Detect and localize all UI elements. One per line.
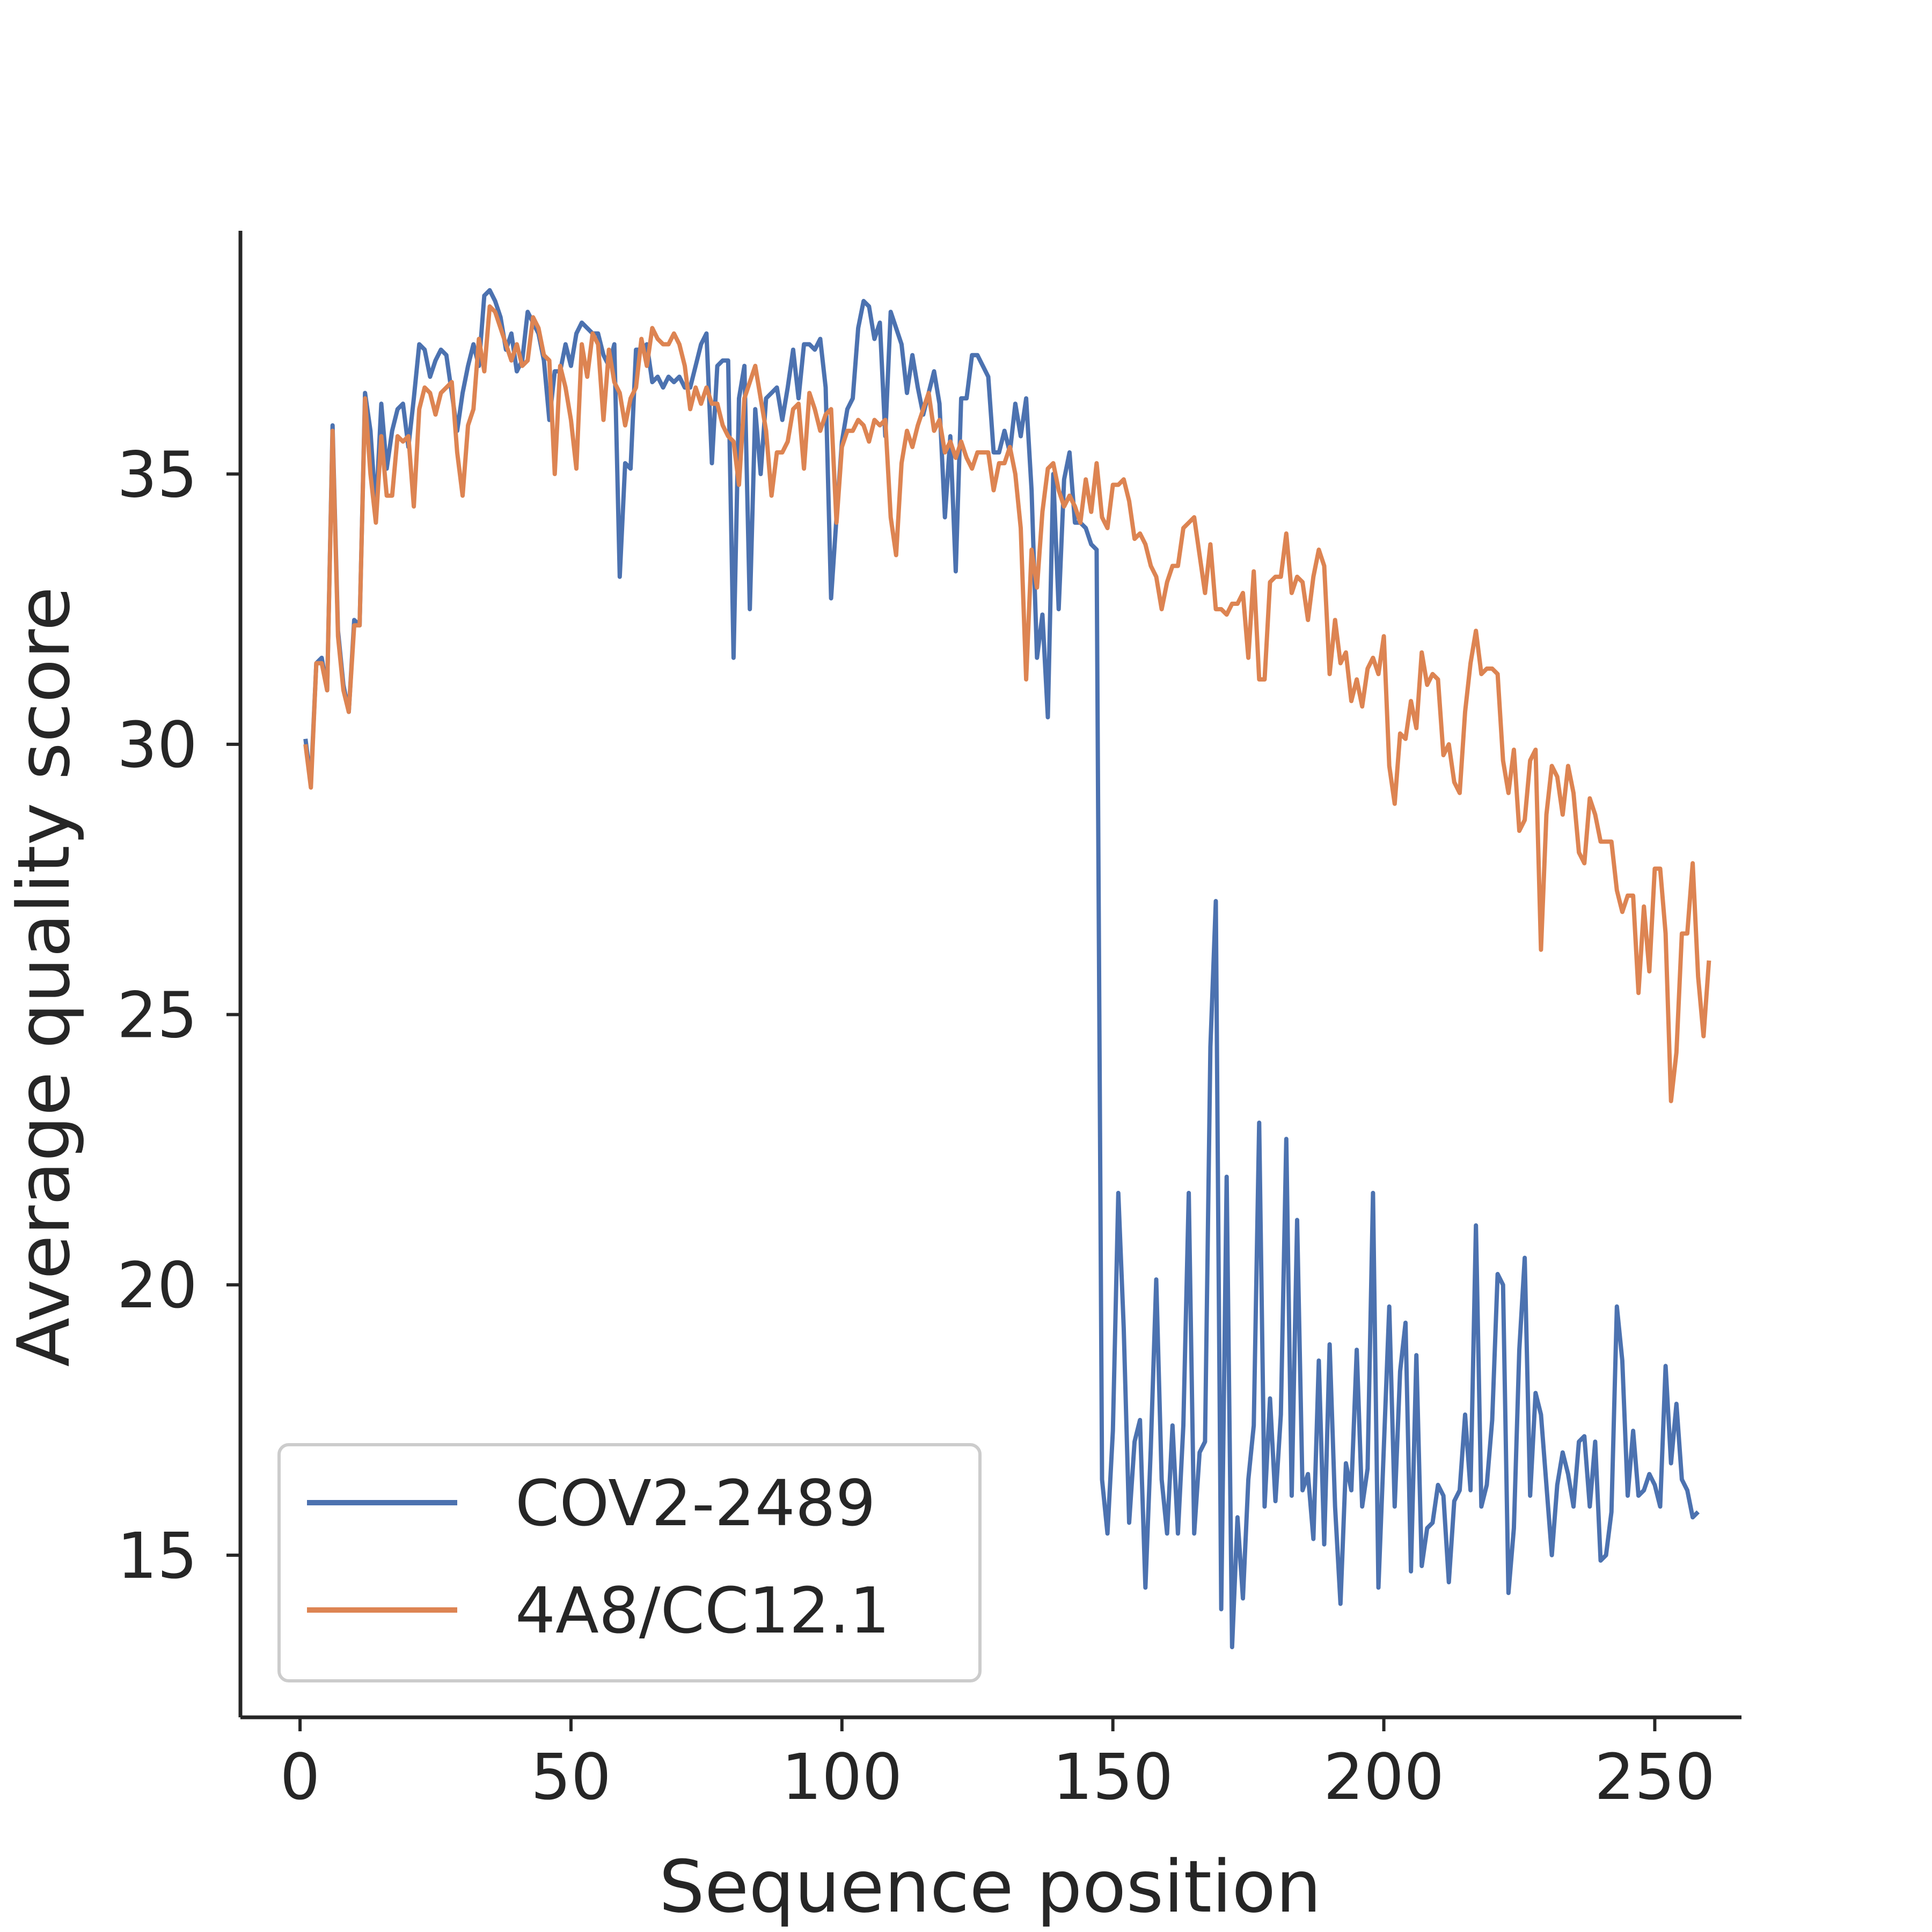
legend-label-4a8-cc12-1: 4A8/CC12.1 [515, 1574, 890, 1648]
series-line-4a8-cc12-1 [303, 304, 1711, 1103]
legend-label-cov2-2489: COV2-2489 [515, 1466, 876, 1540]
x-tick-label: 250 [1594, 1740, 1715, 1814]
x-tick-label: 150 [1052, 1740, 1173, 1814]
axes-layer [238, 231, 1741, 1719]
x-axis-label: Sequence position [659, 1845, 1321, 1929]
ticks-layer: 0 50 100 150 200 250 15 20 25 30 35 [117, 437, 1715, 1814]
legend: COV2-2489 4A8/CC12.1 [277, 1443, 982, 1682]
y-tick-label: 15 [117, 1519, 197, 1593]
x-tick-label: 50 [531, 1740, 611, 1814]
y-tick-label: 30 [117, 708, 197, 782]
y-tick-label: 35 [117, 437, 197, 511]
y-tick-label: 20 [117, 1248, 197, 1322]
y-tick-label: 25 [117, 978, 197, 1052]
x-tick-label: 200 [1323, 1740, 1444, 1814]
x-tick-label: 100 [781, 1740, 902, 1814]
y-axis-label: Average quality score [2, 587, 86, 1367]
x-tick-label: 0 [280, 1740, 320, 1814]
series-layer [303, 288, 1711, 1650]
